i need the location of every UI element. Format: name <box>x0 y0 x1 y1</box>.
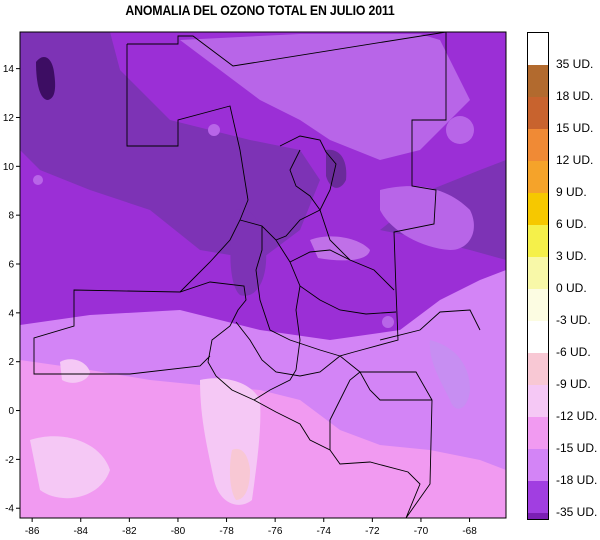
boundary-inner-4 <box>289 249 351 263</box>
y-tick-label: 0 <box>8 406 14 417</box>
field-dark-nc <box>326 149 347 188</box>
legend-label: 12 UD. <box>556 153 594 167</box>
legend-label: -12 UD. <box>556 409 598 423</box>
field-blob-4 <box>446 116 474 144</box>
heatmap-field <box>20 32 506 518</box>
field-light-sw <box>30 436 110 499</box>
legend-box <box>528 97 548 129</box>
y-tick-label: 6 <box>8 260 14 271</box>
field-pink-east <box>429 340 470 409</box>
y-tick-label: -4 <box>5 504 14 515</box>
x-tick-label: -80 <box>171 526 186 537</box>
legend-box <box>528 129 548 161</box>
x-tick-label: -68 <box>462 526 477 537</box>
boundary-inner-10 <box>329 371 361 450</box>
y-tick-label: -2 <box>5 455 14 466</box>
legend-label: -6 UD. <box>556 345 591 359</box>
legend-box <box>528 481 548 513</box>
color-legend <box>527 32 549 520</box>
legend-box <box>528 385 548 417</box>
boundary-inner-7 <box>275 209 321 241</box>
field-blob-1 <box>208 124 220 136</box>
legend-label: 35 UD. <box>556 57 594 71</box>
legend-label: -15 UD. <box>556 441 598 455</box>
y-tick-label: 4 <box>8 308 14 319</box>
y-tick-label: 14 <box>3 64 15 75</box>
boundary-inner-1 <box>279 135 395 291</box>
plot-frame <box>19 31 507 519</box>
y-tick-label: 8 <box>8 211 14 222</box>
boundary-inner-9 <box>359 371 432 401</box>
legend-box <box>528 321 548 353</box>
field-pink-south <box>20 360 506 518</box>
legend-label: 3 UD. <box>556 249 587 263</box>
x-tick-label: -78 <box>219 526 234 537</box>
legend-label: -3 UD. <box>556 313 591 327</box>
legend-label: 15 UD. <box>556 121 594 135</box>
boundary-inner-8 <box>289 149 321 211</box>
map-title: ANOMALIA DEL OZONO TOTAL EN JULIO 2011 <box>125 2 395 18</box>
x-tick-label: -72 <box>365 526 380 537</box>
legend-box <box>528 417 548 449</box>
field-blob-2 <box>33 175 43 185</box>
legend-box <box>528 193 548 225</box>
legend-label: 0 UD. <box>556 281 587 295</box>
legend-box <box>528 65 548 97</box>
boundary-inner-6 <box>235 321 341 377</box>
field-light-ne <box>380 186 474 250</box>
legend-box <box>528 225 548 257</box>
field-blob-3 <box>382 316 394 328</box>
legend-label: -9 UD. <box>556 377 591 391</box>
legend-box <box>528 289 548 321</box>
y-axis: 14 12 10 8 6 4 2 0 -2 -4 <box>3 64 20 515</box>
legend-box <box>528 513 548 519</box>
boundary-inner-3 <box>255 226 341 357</box>
legend-label: -35 UD. <box>556 505 598 519</box>
legend-box <box>528 257 548 289</box>
legend-label: -18 UD. <box>556 473 598 487</box>
legend-box-top <box>528 33 548 65</box>
legend-box <box>528 161 548 193</box>
field-darkest-spot <box>36 57 56 100</box>
x-tick-label: -84 <box>74 526 89 537</box>
field-lightest-spot <box>229 448 250 500</box>
y-tick-label: 12 <box>3 113 15 124</box>
y-tick-label: 10 <box>3 162 15 173</box>
field-light-north <box>180 34 470 160</box>
x-axis: -86 -84 -82 -80 -78 -76 -74 -72 -70 -68 <box>25 518 477 537</box>
x-tick-label: -74 <box>317 526 332 537</box>
boundaries <box>33 32 481 518</box>
boundary-inner-11 <box>379 309 481 341</box>
legend-label: 6 UD. <box>556 217 587 231</box>
boundary-inner-5 <box>253 285 301 401</box>
legend-box <box>528 449 548 481</box>
x-tick-label: -70 <box>414 526 429 537</box>
field-light-center <box>310 236 370 261</box>
field-dark-col <box>230 209 267 296</box>
x-tick-label: -82 <box>122 526 137 537</box>
legend-label: 18 UD. <box>556 89 594 103</box>
boundary-west <box>126 44 249 293</box>
y-tick-label: 2 <box>8 357 14 368</box>
x-tick-label: -76 <box>268 526 283 537</box>
legend-label: 9 UD. <box>556 185 587 199</box>
field-light-west <box>60 359 90 383</box>
x-tick-label: -86 <box>25 526 40 537</box>
legend-box <box>528 353 548 385</box>
boundary-region <box>33 32 447 518</box>
